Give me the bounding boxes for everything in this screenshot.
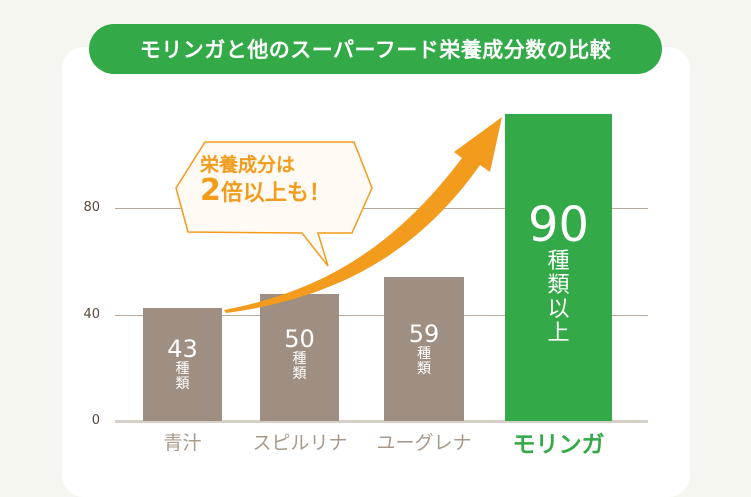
callout-multiplier: 2 — [200, 173, 221, 208]
bar-unit: 種類 — [175, 361, 190, 392]
bar-unit: 種類 — [417, 346, 431, 377]
callout-text: 栄養成分は 2倍以上も！ — [200, 152, 331, 207]
y-tick-40: 40 — [83, 307, 100, 322]
arrow-and-callout-graphic — [175, 117, 502, 313]
callout-bubble-shape — [175, 141, 373, 267]
bar-value: 90 — [527, 197, 590, 253]
y-tick-0: 0 — [91, 413, 100, 428]
chart-title: モリンガと他のスーパーフード栄養成分数の比較 — [89, 24, 662, 74]
bar-value: 59 — [408, 320, 440, 348]
bar-euglena: 59 種類 — [384, 277, 464, 421]
bar-value: 43 — [167, 335, 198, 363]
bar-unit: 種類 — [292, 351, 307, 382]
x-axis-baseline — [115, 420, 648, 423]
bar-aojiru: 43 種類 — [143, 308, 222, 421]
bar-moringa: 90 種類以上 — [505, 114, 612, 421]
gridline-40 — [115, 315, 648, 316]
gridline-80 — [115, 208, 648, 209]
x-label-moringa: モリンガ — [512, 432, 605, 458]
callout-line2: 倍以上も！ — [220, 181, 331, 206]
callout-line1: 栄養成分は — [200, 154, 296, 176]
x-label-euglena: ユーグレナ — [376, 432, 472, 454]
x-label-spirulina: スピルリナ — [252, 432, 348, 454]
y-tick-80: 80 — [83, 200, 100, 215]
bar-spirulina: 50 種類 — [260, 294, 339, 421]
x-label-aojiru: 青汁 — [163, 432, 202, 454]
bar-unit: 種類以上 — [547, 249, 570, 346]
bar-value: 50 — [284, 325, 315, 353]
